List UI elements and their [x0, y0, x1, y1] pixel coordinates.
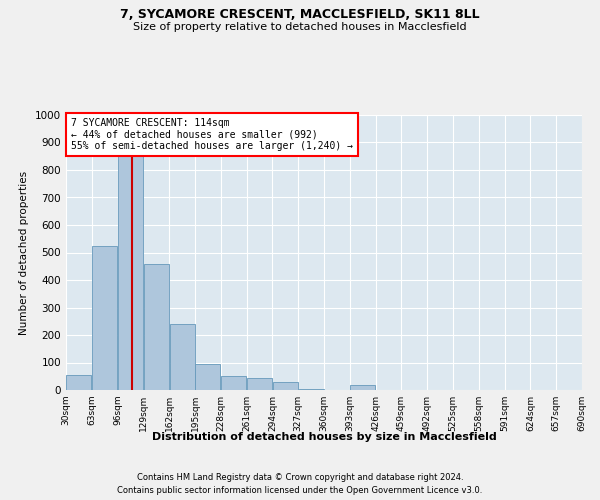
Bar: [221, 376, 246, 390]
Bar: [299, 388, 323, 390]
Bar: [92, 246, 117, 390]
Text: Contains HM Land Registry data © Crown copyright and database right 2024.: Contains HM Land Registry data © Crown c…: [137, 472, 463, 482]
Text: 7 SYCAMORE CRESCENT: 114sqm
← 44% of detached houses are smaller (992)
55% of se: 7 SYCAMORE CRESCENT: 114sqm ← 44% of det…: [71, 118, 353, 151]
Bar: [247, 378, 272, 390]
Text: Contains public sector information licensed under the Open Government Licence v3: Contains public sector information licen…: [118, 486, 482, 495]
Text: Size of property relative to detached houses in Macclesfield: Size of property relative to detached ho…: [133, 22, 467, 32]
Y-axis label: Number of detached properties: Number of detached properties: [19, 170, 29, 334]
Bar: [67, 375, 91, 390]
Bar: [170, 324, 194, 390]
Bar: [118, 132, 143, 390]
Bar: [144, 264, 169, 390]
Text: 7, SYCAMORE CRESCENT, MACCLESFIELD, SK11 8LL: 7, SYCAMORE CRESCENT, MACCLESFIELD, SK11…: [120, 8, 480, 20]
Bar: [350, 384, 375, 390]
Bar: [196, 364, 220, 390]
Bar: [273, 382, 298, 390]
Text: Distribution of detached houses by size in Macclesfield: Distribution of detached houses by size …: [152, 432, 496, 442]
